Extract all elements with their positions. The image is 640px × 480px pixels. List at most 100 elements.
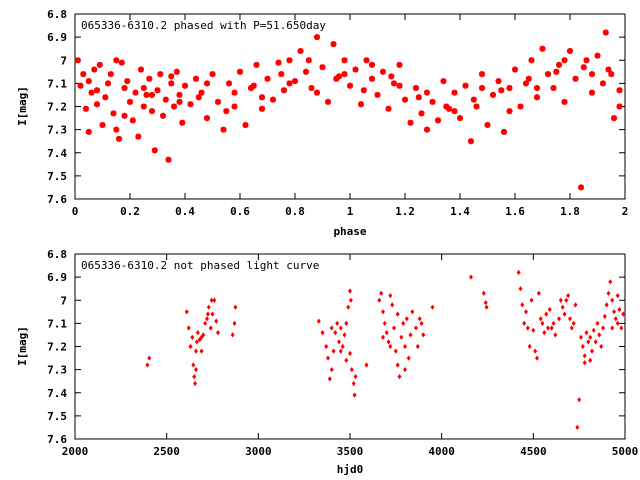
raw-data-point [582, 353, 587, 359]
phased-data-point [517, 103, 524, 110]
phased-data-point [80, 71, 87, 78]
raw-data-point [194, 348, 198, 354]
phased-data-point [250, 82, 257, 89]
raw-data-point [329, 325, 334, 331]
phased-data-point [85, 128, 92, 135]
phased-data-point [182, 82, 188, 89]
phased-data-point [528, 57, 535, 64]
raw-data-point [338, 348, 343, 354]
phased-data-point [259, 94, 265, 101]
raw-data-point [199, 334, 204, 340]
raw-data-point [606, 290, 611, 296]
phased-data-point [462, 82, 469, 89]
phased-data-point [443, 103, 450, 110]
raw-data-point [612, 309, 616, 315]
phased-data-point [204, 80, 210, 87]
phased-data-point [270, 96, 276, 103]
phased-data-point [352, 66, 359, 73]
raw-data-point [544, 311, 549, 317]
raw-data-point [549, 325, 554, 331]
raw-data-point [186, 325, 191, 331]
raw-light-curve-panel: 065336-6310.2 not phased light curve hjd… [16, 248, 638, 476]
phased-x-tick-label: 0.2 [120, 205, 140, 218]
phased-data-point [385, 105, 392, 112]
phased-data-point [363, 57, 370, 64]
phased-data-point [286, 57, 293, 64]
phased-data-point [391, 80, 397, 87]
phased-data-point [160, 112, 166, 119]
phased-data-point [589, 89, 595, 96]
raw-data-point [342, 332, 347, 338]
raw-data-point [346, 304, 351, 310]
phased-data-point [314, 34, 320, 41]
raw-data-point [348, 350, 352, 356]
raw-x-tick-label: 4500 [520, 445, 547, 458]
raw-data-point [540, 320, 545, 326]
raw-data-point [329, 367, 334, 373]
phased-plot-title: 065336-6310.2 phased with P=51.650day [81, 19, 326, 32]
phased-data-point [94, 87, 100, 94]
raw-data-point [401, 320, 406, 326]
phased-plot-ylabel: I[mag] [16, 86, 29, 126]
raw-data-point [194, 339, 199, 345]
phased-data-point [149, 91, 155, 98]
phased-data-point [99, 122, 106, 128]
phased-data-point [94, 101, 100, 108]
raw-data-point [344, 357, 349, 363]
raw-data-point [384, 330, 389, 336]
raw-data-point [393, 348, 398, 354]
raw-data-point [421, 332, 426, 338]
raw-data-point [595, 320, 600, 326]
phased-data-point [226, 80, 232, 87]
phased-data-point [209, 71, 216, 78]
raw-data-point [214, 318, 219, 324]
phased-data-point [451, 108, 458, 115]
phased-data-point [113, 126, 120, 133]
phased-data-point [176, 91, 183, 98]
phased-data-point [314, 89, 320, 96]
phased-data-point [143, 91, 150, 98]
raw-data-point [348, 297, 353, 303]
phased-y-tick-label: 7.3 [47, 124, 67, 137]
raw-data-point [377, 297, 382, 303]
phased-data-point [589, 71, 595, 78]
phased-data-point [369, 61, 375, 68]
raw-data-point [604, 302, 609, 308]
phased-data-point [506, 108, 513, 115]
phased-data-point [162, 96, 169, 103]
raw-data-point [566, 293, 571, 299]
raw-data-point [481, 290, 486, 296]
phased-data-point [303, 68, 309, 75]
raw-data-point [190, 334, 195, 340]
raw-data-point [569, 325, 574, 331]
phased-data-point [286, 80, 293, 87]
phased-data-point [479, 71, 485, 78]
raw-data-point [192, 374, 197, 380]
phased-data-point [341, 57, 348, 64]
phased-data-point [171, 103, 177, 110]
raw-data-point [599, 343, 604, 350]
phased-data-point [415, 94, 422, 101]
phased-data-point [165, 156, 172, 163]
phased-data-point [292, 78, 298, 85]
raw-plot-title: 065336-6310.2 not phased light curve [81, 259, 319, 272]
phased-data-point [179, 119, 186, 126]
raw-data-point [353, 374, 358, 380]
phased-data-point [512, 66, 518, 73]
raw-data-point [615, 293, 620, 299]
phased-data-point [594, 52, 601, 59]
raw-data-point [147, 355, 152, 361]
phased-data-point [127, 98, 133, 105]
raw-data-point [580, 343, 585, 350]
phased-data-point [146, 75, 153, 82]
raw-data-point [191, 362, 196, 368]
phased-data-point [418, 110, 425, 117]
phased-data-point [506, 85, 513, 91]
phased-data-point [479, 85, 485, 91]
raw-data-point [382, 320, 387, 326]
raw-x-tick-label: 3000 [245, 445, 272, 458]
phased-data-point [319, 64, 326, 71]
phased-data-point [151, 147, 158, 154]
phased-data-point [611, 115, 617, 122]
phased-data-point [446, 105, 452, 112]
